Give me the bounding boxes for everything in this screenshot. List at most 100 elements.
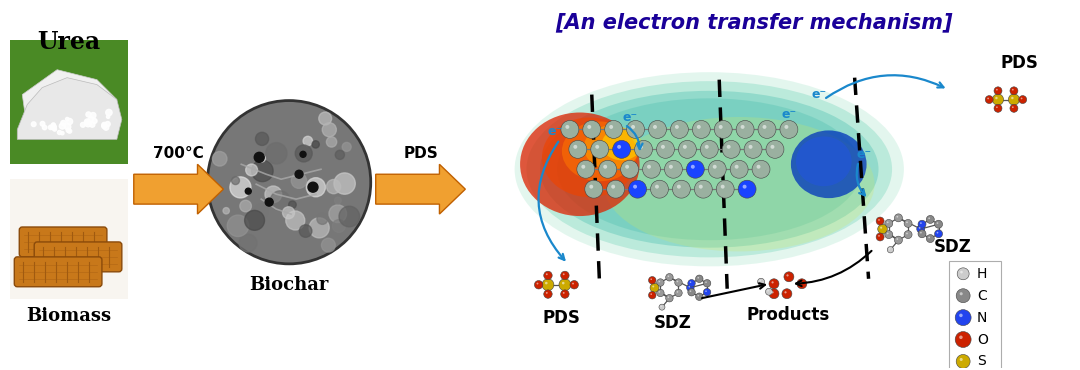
Circle shape: [688, 279, 696, 287]
Circle shape: [342, 142, 351, 151]
Text: SDZ: SDZ: [653, 314, 691, 332]
Circle shape: [878, 235, 880, 237]
Circle shape: [31, 122, 36, 127]
Circle shape: [53, 128, 56, 131]
Circle shape: [545, 292, 548, 294]
Circle shape: [698, 277, 699, 279]
Circle shape: [1021, 98, 1023, 99]
Circle shape: [213, 151, 227, 166]
Circle shape: [888, 246, 893, 253]
Circle shape: [744, 140, 762, 158]
Circle shape: [920, 232, 921, 233]
Circle shape: [639, 145, 643, 149]
Circle shape: [322, 122, 336, 137]
Circle shape: [748, 145, 753, 149]
Text: 700°C: 700°C: [153, 146, 204, 161]
Circle shape: [625, 165, 629, 169]
Circle shape: [880, 226, 882, 229]
Circle shape: [959, 336, 962, 339]
Circle shape: [102, 124, 107, 129]
Circle shape: [955, 310, 971, 326]
Circle shape: [650, 293, 652, 295]
Circle shape: [697, 125, 701, 129]
Circle shape: [878, 219, 880, 221]
Circle shape: [894, 214, 903, 222]
Circle shape: [673, 180, 690, 198]
Circle shape: [885, 231, 893, 239]
Text: N: N: [977, 310, 987, 324]
Circle shape: [782, 289, 792, 299]
Circle shape: [1018, 95, 1027, 104]
Circle shape: [936, 232, 939, 233]
Circle shape: [308, 182, 318, 192]
Circle shape: [643, 160, 661, 178]
Circle shape: [288, 201, 296, 208]
Circle shape: [584, 180, 603, 198]
Circle shape: [918, 220, 926, 228]
Ellipse shape: [557, 98, 862, 240]
Circle shape: [303, 136, 312, 146]
Circle shape: [730, 160, 748, 178]
FancyArrow shape: [376, 164, 465, 214]
Ellipse shape: [584, 125, 639, 169]
Circle shape: [312, 141, 320, 148]
Circle shape: [700, 140, 718, 158]
Circle shape: [654, 185, 659, 189]
Circle shape: [752, 160, 770, 178]
Circle shape: [307, 178, 325, 197]
Text: PDS: PDS: [543, 309, 581, 327]
Circle shape: [650, 283, 659, 292]
Circle shape: [771, 291, 773, 293]
Circle shape: [1011, 97, 1014, 99]
Circle shape: [648, 276, 656, 284]
Circle shape: [42, 125, 46, 130]
Circle shape: [542, 279, 554, 291]
Circle shape: [705, 145, 708, 149]
Polygon shape: [17, 78, 122, 139]
Circle shape: [562, 282, 565, 285]
Circle shape: [920, 222, 921, 224]
Circle shape: [694, 180, 712, 198]
Circle shape: [60, 120, 66, 125]
Circle shape: [57, 130, 62, 135]
Text: O: O: [977, 333, 988, 347]
Circle shape: [90, 122, 95, 127]
Circle shape: [784, 291, 786, 293]
Circle shape: [769, 289, 779, 299]
Polygon shape: [23, 70, 117, 130]
Ellipse shape: [542, 118, 637, 197]
Ellipse shape: [604, 117, 875, 251]
Circle shape: [896, 216, 899, 218]
Circle shape: [246, 164, 257, 176]
Circle shape: [996, 89, 998, 91]
Bar: [11, 40, 127, 164]
Circle shape: [563, 292, 565, 294]
Circle shape: [561, 290, 569, 298]
Circle shape: [295, 170, 303, 178]
Circle shape: [929, 218, 930, 219]
Circle shape: [66, 128, 70, 132]
Circle shape: [245, 188, 252, 194]
Circle shape: [561, 121, 579, 138]
Circle shape: [688, 286, 690, 287]
Circle shape: [286, 211, 305, 230]
Circle shape: [960, 358, 962, 361]
Circle shape: [60, 131, 64, 135]
Circle shape: [85, 120, 92, 127]
Text: e⁻: e⁻: [622, 111, 637, 124]
Circle shape: [1012, 106, 1014, 108]
Circle shape: [326, 179, 340, 194]
Circle shape: [1010, 87, 1018, 95]
Circle shape: [696, 275, 703, 283]
Circle shape: [106, 110, 112, 116]
Text: e⁻: e⁻: [811, 88, 826, 101]
Circle shape: [703, 289, 711, 296]
Circle shape: [996, 106, 998, 108]
Circle shape: [720, 185, 725, 189]
Circle shape: [256, 132, 269, 145]
Circle shape: [231, 176, 240, 185]
Circle shape: [698, 295, 699, 296]
Circle shape: [771, 281, 773, 283]
Circle shape: [207, 101, 370, 264]
Text: e⁻: e⁻: [781, 108, 796, 121]
